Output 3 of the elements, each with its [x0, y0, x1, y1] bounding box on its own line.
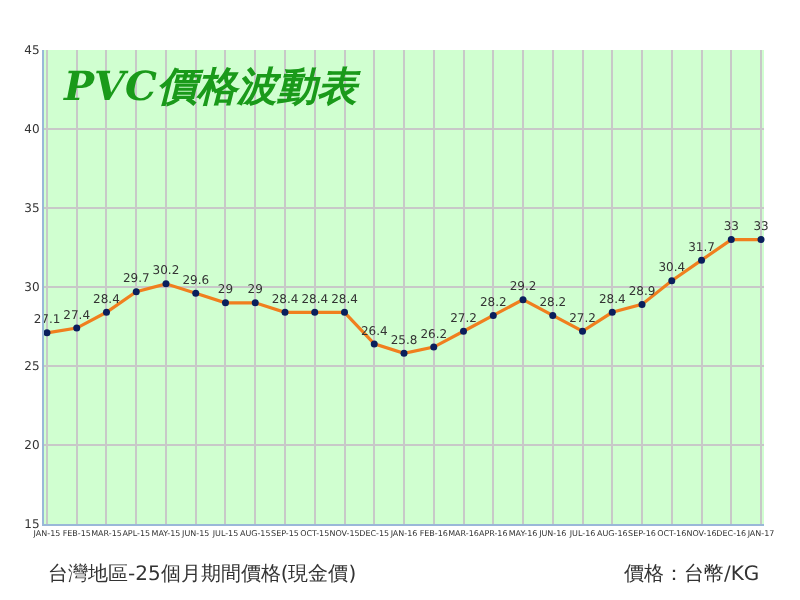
text: 價格：台幣/KG: [624, 562, 760, 586]
text: 台灣地區-25個月期間價格(現金價): [48, 562, 357, 586]
chart-title: PVC價格波動表: [62, 62, 361, 110]
